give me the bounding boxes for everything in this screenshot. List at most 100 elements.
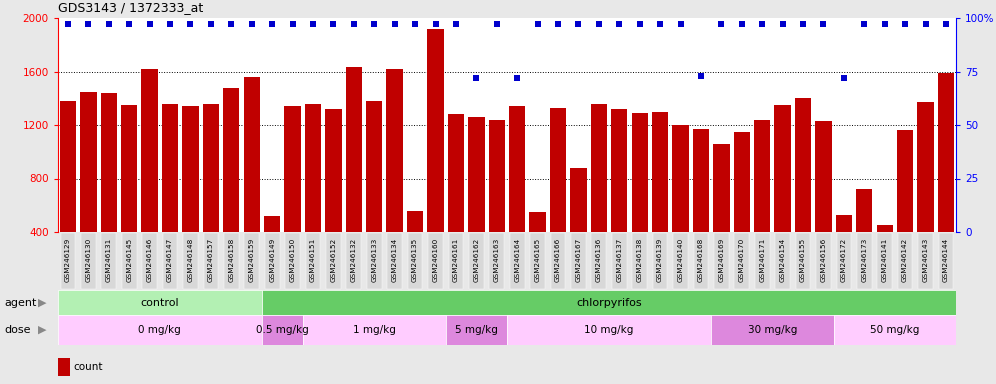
- Bar: [775, 105, 791, 285]
- Bar: [203, 104, 219, 285]
- Text: dose: dose: [4, 325, 31, 335]
- Point: [489, 22, 505, 28]
- Point: [754, 22, 770, 28]
- Point: [81, 22, 97, 28]
- Bar: [244, 77, 260, 285]
- Point: [203, 22, 219, 28]
- Point: [141, 22, 157, 28]
- FancyBboxPatch shape: [81, 233, 96, 289]
- FancyBboxPatch shape: [448, 233, 463, 289]
- FancyBboxPatch shape: [775, 233, 790, 289]
- Point: [713, 22, 729, 28]
- Point: [448, 22, 464, 28]
- FancyBboxPatch shape: [203, 233, 218, 289]
- Text: GSM246139: GSM246139: [657, 238, 663, 282]
- Point: [305, 22, 321, 28]
- Bar: [58, 315, 262, 345]
- Text: GSM246144: GSM246144: [943, 238, 949, 282]
- Bar: [693, 129, 709, 285]
- Text: GSM246156: GSM246156: [821, 238, 827, 282]
- Text: GSM246172: GSM246172: [841, 238, 847, 282]
- FancyBboxPatch shape: [714, 233, 729, 289]
- FancyBboxPatch shape: [693, 233, 708, 289]
- Text: GSM246150: GSM246150: [290, 238, 296, 282]
- Text: GSM246161: GSM246161: [453, 238, 459, 282]
- Bar: [509, 106, 525, 285]
- FancyBboxPatch shape: [183, 233, 198, 289]
- Bar: [530, 212, 546, 285]
- FancyBboxPatch shape: [571, 233, 586, 289]
- Text: GSM246160: GSM246160: [432, 238, 438, 282]
- Point: [857, 22, 872, 28]
- Text: GDS3143 / 1372333_at: GDS3143 / 1372333_at: [58, 1, 203, 14]
- Bar: [550, 108, 566, 285]
- Point: [285, 22, 301, 28]
- Text: GSM246171: GSM246171: [759, 238, 765, 282]
- Text: GSM246141: GSM246141: [881, 238, 887, 282]
- Point: [672, 22, 688, 28]
- FancyBboxPatch shape: [652, 233, 667, 289]
- Point: [897, 22, 913, 28]
- Bar: [816, 121, 832, 285]
- FancyBboxPatch shape: [673, 233, 688, 289]
- Bar: [122, 105, 137, 285]
- Point: [223, 22, 239, 28]
- Text: GSM246173: GSM246173: [862, 238, 868, 282]
- FancyBboxPatch shape: [857, 233, 872, 289]
- Bar: [713, 144, 729, 285]
- Point: [509, 75, 525, 81]
- FancyBboxPatch shape: [612, 233, 626, 289]
- FancyBboxPatch shape: [347, 233, 362, 289]
- Point: [591, 22, 607, 28]
- FancyBboxPatch shape: [367, 233, 381, 289]
- Bar: [346, 68, 362, 285]
- FancyBboxPatch shape: [816, 233, 831, 289]
- Text: GSM246133: GSM246133: [372, 238, 377, 282]
- Bar: [734, 132, 750, 285]
- Point: [530, 22, 546, 28]
- Text: GSM246168: GSM246168: [698, 238, 704, 282]
- Bar: [162, 104, 178, 285]
- FancyBboxPatch shape: [796, 233, 811, 289]
- Point: [468, 75, 484, 81]
- FancyBboxPatch shape: [530, 233, 545, 289]
- Text: 0.5 mg/kg: 0.5 mg/kg: [256, 325, 309, 335]
- Point: [876, 22, 892, 28]
- Point: [122, 22, 137, 28]
- Bar: [101, 93, 117, 285]
- Point: [407, 22, 423, 28]
- Bar: [857, 189, 872, 285]
- Bar: [223, 88, 239, 285]
- Point: [816, 22, 832, 28]
- FancyBboxPatch shape: [897, 233, 912, 289]
- Bar: [262, 290, 956, 315]
- Text: GSM246151: GSM246151: [310, 238, 316, 282]
- Point: [386, 22, 402, 28]
- Bar: [571, 168, 587, 285]
- Text: 5 mg/kg: 5 mg/kg: [455, 325, 498, 335]
- Text: GSM246155: GSM246155: [800, 238, 806, 282]
- Bar: [672, 125, 688, 285]
- Point: [550, 22, 566, 28]
- Text: GSM246167: GSM246167: [576, 238, 582, 282]
- FancyBboxPatch shape: [224, 233, 239, 289]
- Point: [427, 22, 443, 28]
- FancyBboxPatch shape: [734, 233, 749, 289]
- Text: GSM246169: GSM246169: [718, 238, 724, 282]
- Bar: [264, 216, 280, 285]
- Text: GSM246137: GSM246137: [617, 238, 622, 282]
- Bar: [795, 98, 811, 285]
- FancyBboxPatch shape: [102, 233, 117, 289]
- Text: GSM246166: GSM246166: [555, 238, 561, 282]
- Bar: [367, 101, 382, 285]
- Point: [571, 22, 587, 28]
- Text: GSM246154: GSM246154: [780, 238, 786, 282]
- Point: [631, 22, 647, 28]
- Text: GSM246129: GSM246129: [65, 238, 71, 282]
- Point: [60, 22, 76, 28]
- Text: GSM246164: GSM246164: [514, 238, 520, 282]
- Bar: [507, 315, 711, 345]
- Bar: [386, 69, 402, 285]
- Text: GSM246159: GSM246159: [249, 238, 255, 282]
- Text: agent: agent: [4, 298, 37, 308]
